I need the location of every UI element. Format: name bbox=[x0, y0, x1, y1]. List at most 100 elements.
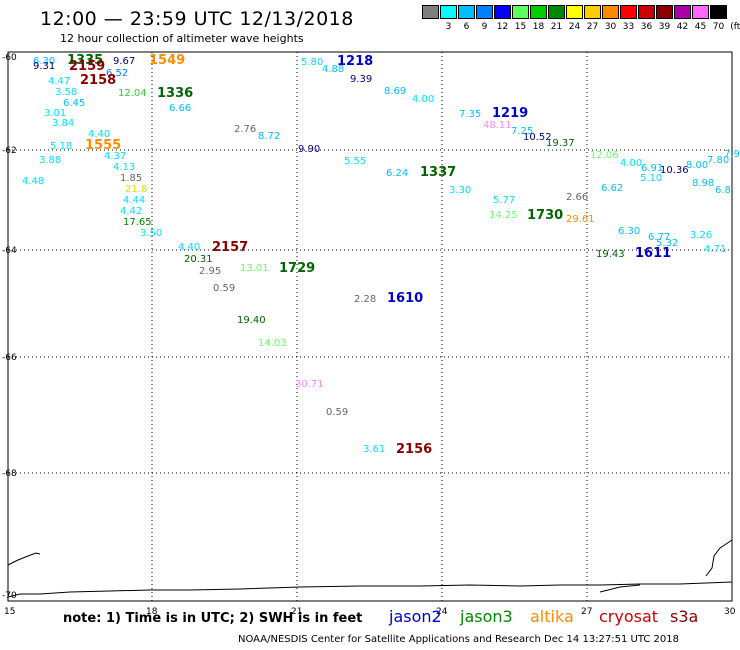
wave-height-value: 4.00 bbox=[620, 158, 642, 169]
legend-label: 15 bbox=[514, 22, 527, 32]
wave-height-value: 4.13 bbox=[113, 162, 135, 173]
wave-height-value: 6.45 bbox=[63, 98, 85, 109]
legend-swatch bbox=[656, 5, 673, 19]
credit-line: NOAA/NESDIS Center for Satellite Applica… bbox=[238, 634, 680, 645]
legend-label: 36 bbox=[640, 22, 653, 32]
wave-height-value: 5.77 bbox=[493, 195, 515, 206]
wave-height-value: 7.35 bbox=[459, 109, 481, 120]
legend-swatch bbox=[548, 5, 565, 19]
wave-height-value: 6.30 bbox=[618, 226, 640, 237]
legend-unit: (ft) bbox=[730, 22, 740, 32]
pass-time-label: 1549 bbox=[149, 53, 185, 68]
satellite-jason3: jason3 bbox=[460, 607, 513, 626]
pass-time-label: 2157 bbox=[212, 240, 248, 255]
legend-swatch bbox=[602, 5, 619, 19]
wave-height-value: 3.84 bbox=[52, 118, 74, 129]
y-tick-label: -70 bbox=[2, 591, 17, 601]
satellite-s3a: s3a bbox=[670, 607, 699, 626]
wave-height-value: 6.66 bbox=[169, 103, 191, 114]
wave-height-value: 6.8 bbox=[715, 185, 731, 196]
wave-height-value: 13.01 bbox=[240, 263, 269, 274]
pass-time-label: 1729 bbox=[279, 261, 315, 276]
legend-swatch bbox=[512, 5, 529, 19]
pass-time-label: 1335 bbox=[67, 53, 103, 68]
wave-height-value: 3.61 bbox=[363, 444, 385, 455]
wave-height-value: 4.47 bbox=[48, 76, 70, 87]
legend-label: 6 bbox=[463, 22, 470, 32]
wave-height-value: 7.80 bbox=[707, 155, 729, 166]
legend-label: 39 bbox=[658, 22, 671, 32]
wave-height-value: 5.32 bbox=[656, 238, 678, 249]
wave-height-value: 9.31 bbox=[33, 61, 55, 72]
x-tick-label: 30 bbox=[724, 607, 736, 617]
footer-note: note: 1) Time is in UTC; 2) SWH is in fe… bbox=[63, 611, 363, 626]
legend-label: 42 bbox=[676, 22, 689, 32]
wave-height-value: 19.43 bbox=[596, 249, 625, 260]
grid-lines bbox=[8, 52, 732, 601]
wave-height-value: 1.85 bbox=[120, 173, 142, 184]
legend-label: 27 bbox=[586, 22, 599, 32]
wave-height-value: 3.01 bbox=[44, 108, 66, 119]
wave-height-value: 3.26 bbox=[690, 230, 712, 241]
legend-swatch bbox=[566, 5, 583, 19]
wave-height-value: 2.66 bbox=[566, 192, 588, 203]
legend-label: 30 bbox=[604, 22, 617, 32]
legend-swatch bbox=[710, 5, 727, 19]
wave-height-value: 48.11 bbox=[483, 120, 512, 131]
wave-height-value: 4.40 bbox=[178, 242, 200, 253]
legend-label: 3 bbox=[445, 22, 452, 32]
wave-height-value: 29.61 bbox=[566, 214, 595, 225]
coastline-upper-right bbox=[705, 539, 733, 577]
pass-time-label: 1218 bbox=[337, 54, 373, 69]
plot-frame bbox=[7, 51, 733, 602]
legend-label: 9 bbox=[481, 22, 488, 32]
wave-height-value: 7.25 bbox=[511, 126, 533, 137]
wave-height-value: 6.30 bbox=[33, 56, 55, 67]
satellite-altika: altika bbox=[530, 607, 574, 626]
legend-label: 70 bbox=[712, 22, 725, 32]
legend-swatch bbox=[638, 5, 655, 19]
legend-swatch bbox=[584, 5, 601, 19]
x-tick-label: 18 bbox=[146, 607, 158, 617]
legend-swatch bbox=[458, 5, 475, 19]
wave-height-value: 8.98 bbox=[692, 178, 714, 189]
legend-swatch bbox=[494, 5, 511, 19]
legend-label: 33 bbox=[622, 22, 635, 32]
coastline-upper-left bbox=[7, 552, 41, 566]
wave-height-value: 2.76 bbox=[234, 124, 256, 135]
satellite-jason2: jason2 bbox=[389, 607, 442, 626]
wave-height-value: 8.00 bbox=[686, 160, 708, 171]
x-tick-label: 21 bbox=[291, 607, 302, 617]
chart-subtitle: 12 hour collection of altimeter wave hei… bbox=[60, 32, 304, 45]
wave-height-value: 5.18 bbox=[50, 141, 72, 152]
wave-height-value: 8.69 bbox=[384, 86, 406, 97]
axis-ticks: 15 18 21 24 27 30 -60 -62 -64 -66 -68 -70 bbox=[2, 53, 736, 617]
wave-height-value: 6.77 bbox=[648, 232, 670, 243]
wave-height-value: 10.36 bbox=[660, 165, 689, 176]
wave-height-value: 17.65 bbox=[123, 217, 152, 228]
pass-time-label: 1611 bbox=[635, 246, 671, 261]
wave-height-value: 4.42 bbox=[120, 206, 142, 217]
legend-label: 12 bbox=[496, 22, 509, 32]
wave-height-value: 14.25 bbox=[489, 210, 518, 221]
legend-swatch bbox=[692, 5, 709, 19]
y-tick-label: -62 bbox=[2, 146, 17, 156]
y-tick-label: -64 bbox=[2, 246, 17, 256]
wave-height-value: 0.59 bbox=[326, 407, 348, 418]
wave-height-value: 3.50 bbox=[140, 228, 162, 239]
wave-height-value: 7.9 bbox=[724, 149, 740, 160]
legend-label: 21 bbox=[550, 22, 563, 32]
wave-height-value: 4.88 bbox=[322, 64, 344, 75]
pass-time-label: 1555 bbox=[85, 138, 121, 153]
wave-height-value: 4.00 bbox=[412, 94, 434, 105]
wave-height-value: 14.03 bbox=[258, 338, 287, 349]
pass-time-label: 1219 bbox=[492, 106, 528, 121]
wave-height-value: 4.37 bbox=[104, 151, 126, 162]
legend-swatch bbox=[620, 5, 637, 19]
wave-height-value: 4.44 bbox=[123, 195, 145, 206]
chart-title: 12:00 — 23:59 UTC 12/13/2018 bbox=[40, 8, 354, 30]
wave-height-value: 9.67 bbox=[113, 56, 135, 67]
pass-time-label: 1337 bbox=[420, 165, 456, 180]
wave-height-value: 10.52 bbox=[523, 132, 552, 143]
